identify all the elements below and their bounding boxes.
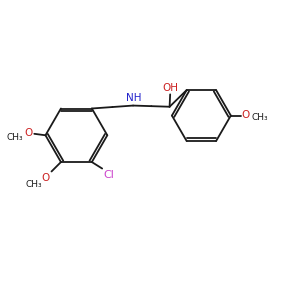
Text: CH₃: CH₃	[251, 113, 268, 122]
Text: CH₃: CH₃	[7, 134, 23, 142]
Text: O: O	[241, 110, 249, 120]
Text: O: O	[24, 128, 32, 138]
Text: O: O	[42, 173, 50, 183]
Text: OH: OH	[162, 83, 178, 93]
Text: NH: NH	[126, 94, 141, 103]
Text: Cl: Cl	[103, 170, 115, 180]
Text: CH₃: CH₃	[26, 180, 42, 189]
